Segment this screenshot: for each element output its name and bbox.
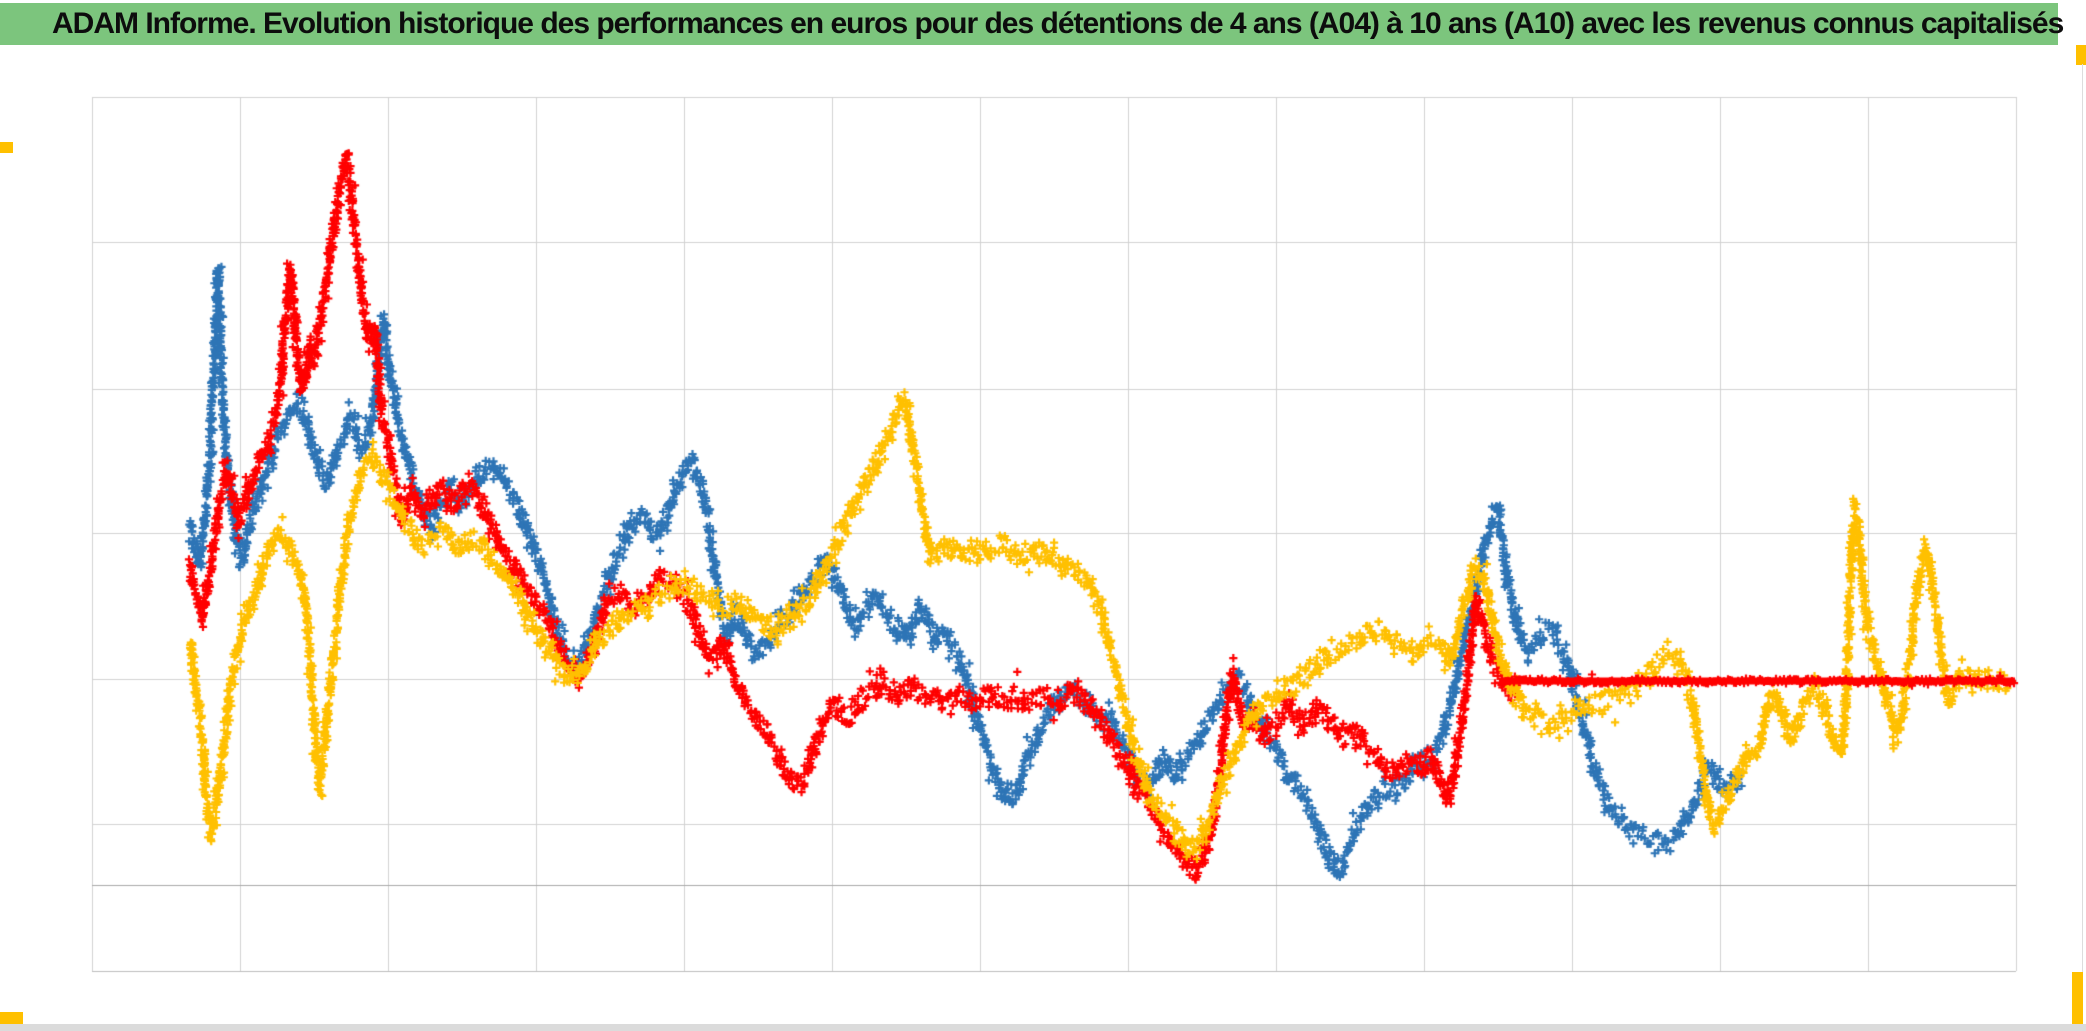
slide-edge-line (2082, 64, 2083, 972)
bottom-strip (0, 1024, 2086, 1031)
yellow-accent-left (0, 142, 13, 153)
scatter-plot-canvas (0, 45, 2086, 1031)
title-bar: ADAM Informe. Evolution historique des p… (0, 3, 2064, 45)
yellow-accent-bottom-right (2072, 972, 2083, 1025)
page-title: ADAM Informe. Evolution historique des p… (52, 7, 2064, 40)
yellow-accent-top-right (2076, 45, 2086, 65)
yellow-accent-bottom-left (0, 1012, 23, 1027)
chart-area (0, 45, 2086, 1031)
